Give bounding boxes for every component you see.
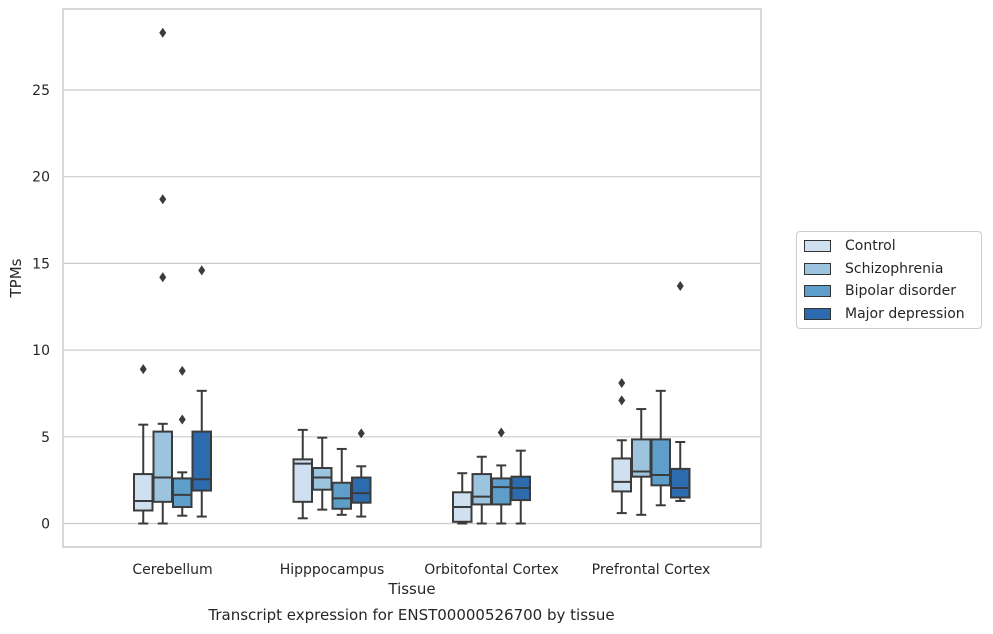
box-control-prefrontal-cortex: [611, 378, 632, 515]
outlier-point: [198, 265, 206, 276]
outlier-point: [178, 365, 186, 376]
legend-label-major-depression: Major depression: [845, 305, 965, 322]
outlier-point: [159, 272, 167, 283]
outlier-point: [618, 378, 626, 389]
box-control-hipppocampus: [292, 428, 313, 520]
box-bipolar-disorder-cerebellum: [172, 365, 193, 517]
box-iqr: [650, 438, 671, 487]
chart-title: Transcript expression for ENST0000052670…: [208, 606, 615, 624]
y-tick-label: 5: [41, 430, 50, 446]
box-schizophrenia-hipppocampus: [312, 436, 333, 511]
box-iqr: [351, 476, 372, 504]
x-axis-label: Tissue: [387, 580, 435, 598]
box-iqr: [611, 457, 632, 493]
box-iqr: [172, 477, 193, 509]
box-schizophrenia-cerebellum: [152, 27, 173, 525]
box-control-cerebellum: [133, 364, 154, 525]
box-iqr: [670, 467, 691, 499]
outlier-point: [676, 280, 684, 291]
box-iqr: [292, 458, 313, 503]
outlier-point: [618, 395, 626, 406]
box-control-orbitofontal-cortex: [452, 472, 473, 525]
box-bipolar-disorder-hipppocampus: [331, 447, 352, 516]
y-tick-label: 25: [32, 83, 50, 99]
legend-swatch-schizophrenia: [804, 262, 831, 275]
legend: Control Schizophrenia Bipolar disorder M…: [796, 231, 982, 329]
grid-lines: [63, 89, 761, 525]
outlier-point: [497, 427, 505, 438]
box-major-depression-hipppocampus: [351, 428, 372, 518]
y-axis-label: TPMs: [7, 258, 25, 298]
legend-item-control: Control: [797, 235, 981, 258]
y-tick-label: 20: [32, 170, 50, 186]
box-bipolar-disorder-orbitofontal-cortex: [491, 427, 512, 525]
legend-swatch-bipolar-disorder: [804, 285, 831, 298]
box-iqr: [152, 430, 173, 503]
box-iqr: [471, 473, 492, 506]
box-iqr: [133, 473, 154, 512]
legend-item-major-depression: Major depression: [797, 303, 981, 326]
y-tick-label: 10: [32, 343, 50, 359]
box-schizophrenia-prefrontal-cortex: [631, 408, 652, 516]
outlier-point: [159, 194, 167, 205]
box-iqr: [191, 430, 212, 492]
box-iqr: [331, 481, 352, 510]
legend-item-schizophrenia: Schizophrenia: [797, 258, 981, 281]
box-major-depression-cerebellum: [191, 265, 212, 518]
legend-label-bipolar-disorder: Bipolar disorder: [845, 283, 957, 300]
box-bipolar-disorder-prefrontal-cortex: [650, 389, 671, 507]
outlier-point: [357, 428, 365, 439]
outlier-point: [139, 364, 147, 375]
x-tick-label: Orbitofontal Cortex: [424, 562, 559, 578]
legend-swatch-major-depression: [804, 307, 831, 320]
legend-swatch-control: [804, 240, 831, 253]
plot-frame: [62, 8, 762, 548]
outlier-point: [178, 414, 186, 425]
x-tick-labels: Cerebellum Hipppocampus Orbitofontal Corte…: [132, 562, 710, 578]
box-schizophrenia-orbitofontal-cortex: [471, 455, 492, 525]
box-iqr: [312, 467, 333, 491]
box-iqr: [491, 477, 512, 506]
legend-label-schizophrenia: Schizophrenia: [845, 260, 944, 277]
y-tick-labels: 0 5 10 15 20 25: [32, 83, 50, 533]
legend-label-control: Control: [845, 238, 896, 255]
outlier-point: [159, 27, 167, 38]
y-tick-label: 0: [41, 517, 50, 533]
x-tick-label: Hipppocampus: [280, 562, 385, 578]
x-tick-label: Cerebellum: [132, 562, 212, 578]
x-tick-label: Prefrontal Cortex: [592, 562, 711, 578]
box-major-depression-prefrontal-cortex: [670, 280, 691, 502]
legend-item-bipolar-disorder: Bipolar disorder: [797, 280, 981, 303]
y-tick-label: 15: [32, 256, 50, 272]
box-major-depression-orbitofontal-cortex: [510, 449, 531, 525]
boxes: [133, 27, 691, 525]
